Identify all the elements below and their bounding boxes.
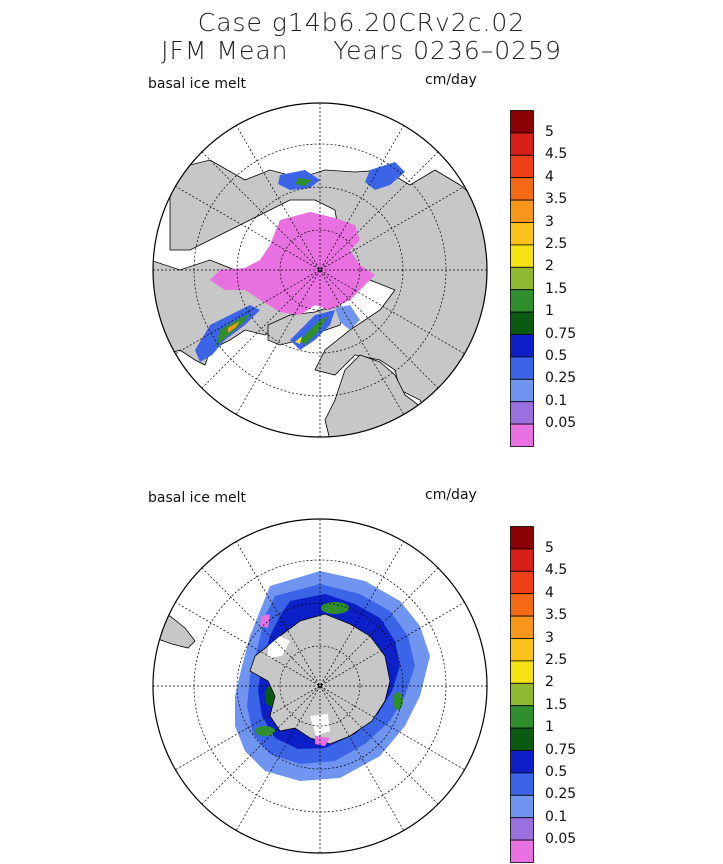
south-colorbar-label: 1	[545, 719, 554, 736]
north-colorbar-swatch	[510, 110, 534, 134]
south-colorbar-label: 0.5	[545, 764, 568, 780]
south-colorbar-label: 3.5	[545, 607, 568, 624]
south-colorbar-swatch	[510, 638, 534, 662]
north-melt-greenland-sea-yellow	[295, 336, 302, 344]
north-melt-barents	[335, 305, 360, 330]
south-units-label: cm/day	[425, 487, 477, 503]
south-melt-pink-2	[315, 736, 330, 746]
north-variable-label: basal ice melt	[148, 76, 246, 92]
south-variable-label: basal ice melt	[148, 490, 246, 506]
south-colorbar-swatch	[510, 839, 534, 863]
south-colorbar-swatch	[510, 817, 534, 841]
north-melt-greenland-sea-green	[300, 316, 328, 345]
north-colorbar-swatch	[510, 311, 534, 335]
north-colorbar-label: 0.1	[545, 392, 568, 409]
figure-title-period: JFM Mean Years 0236–0259	[161, 36, 562, 65]
north-colorbar-label: 0.25	[545, 370, 577, 387]
south-colorbar-label: 5	[545, 540, 554, 556]
south-polar-map	[152, 518, 488, 854]
south-shelf-weddell	[268, 636, 290, 658]
south-colorbar-label: 2	[545, 674, 554, 691]
south-colorbar-swatch	[510, 570, 534, 595]
south-melt-green-2	[255, 726, 275, 736]
south-colorbar-label: 1.5	[545, 696, 568, 713]
north-melt-labrador-green	[216, 314, 250, 346]
south-melt-green-1	[321, 602, 349, 614]
north-colorbar-label: 1	[545, 303, 554, 320]
south-colorbar-swatch	[510, 750, 534, 774]
north-colorbar-swatch	[510, 378, 534, 403]
north-units-label: cm/day	[425, 72, 477, 88]
south-colorbar-swatch	[510, 615, 534, 639]
south-melt-pink-1	[260, 614, 270, 628]
north-colorbar-label: 0.75	[545, 325, 577, 342]
south-colorbar-swatch	[510, 682, 534, 707]
north-colorbar-swatch	[510, 222, 534, 246]
north-polar-map	[152, 102, 488, 438]
north-colorbar-swatch	[510, 199, 534, 223]
south-colorbar-swatch	[510, 593, 534, 617]
north-colorbar-swatch	[510, 423, 534, 447]
north-melt-bering-green	[295, 178, 312, 186]
south-map-border	[152, 518, 488, 854]
north-colorbar-swatch	[510, 334, 534, 358]
north-colorbar-swatch	[510, 266, 534, 291]
figure-title-case: Case g14b6.20CRv2c.02	[197, 8, 526, 37]
south-colorbar-label: 0.1	[545, 808, 568, 825]
south-colorbar-label: 4.5	[545, 562, 568, 579]
north-land-eurasia-asia	[169, 159, 487, 437]
north-map-border	[152, 102, 488, 438]
south-colorbar-label: 0.75	[545, 741, 577, 758]
north-colorbar-label: 0.05	[545, 415, 577, 432]
south-colorbar-label: 0.25	[545, 786, 577, 803]
north-colorbar-swatch	[510, 154, 534, 179]
north-colorbar	[510, 110, 534, 447]
north-colorbar-label: 4.5	[545, 146, 568, 163]
north-colorbar-label: 2.5	[545, 236, 568, 252]
north-colorbar-swatch	[510, 177, 534, 201]
north-colorbar-swatch	[510, 244, 534, 268]
south-colorbar-swatch	[510, 660, 534, 684]
north-colorbar-label: 3	[545, 213, 554, 230]
south-colorbar-swatch	[510, 772, 534, 796]
south-colorbar-swatch	[510, 794, 534, 819]
south-colorbar-label: 0.05	[545, 831, 577, 848]
south-melt-green-4	[393, 692, 403, 710]
south-colorbar	[510, 526, 534, 863]
south-colorbar-swatch	[510, 727, 534, 751]
north-colorbar-label: 2	[545, 258, 554, 275]
north-ice-arctic	[210, 212, 375, 315]
south-colorbar-swatch	[510, 526, 534, 550]
south-colorbar-label: 4	[545, 584, 554, 601]
north-colorbar-label: 0.5	[545, 348, 568, 364]
north-colorbar-swatch	[510, 289, 534, 313]
north-colorbar-label: 1.5	[545, 280, 568, 297]
south-colorbar-swatch	[510, 548, 534, 572]
north-colorbar-swatch	[510, 401, 534, 425]
north-colorbar-label: 4	[545, 168, 554, 185]
north-colorbar-label: 3.5	[545, 191, 568, 208]
south-colorbar-label: 3	[545, 629, 554, 646]
north-colorbar-swatch	[510, 132, 534, 156]
north-colorbar-label: 5	[545, 124, 554, 140]
north-melt-labrador-yellow	[228, 321, 240, 333]
north-colorbar-swatch	[510, 356, 534, 380]
south-colorbar-swatch	[510, 705, 534, 729]
south-colorbar-label: 2.5	[545, 652, 568, 668]
